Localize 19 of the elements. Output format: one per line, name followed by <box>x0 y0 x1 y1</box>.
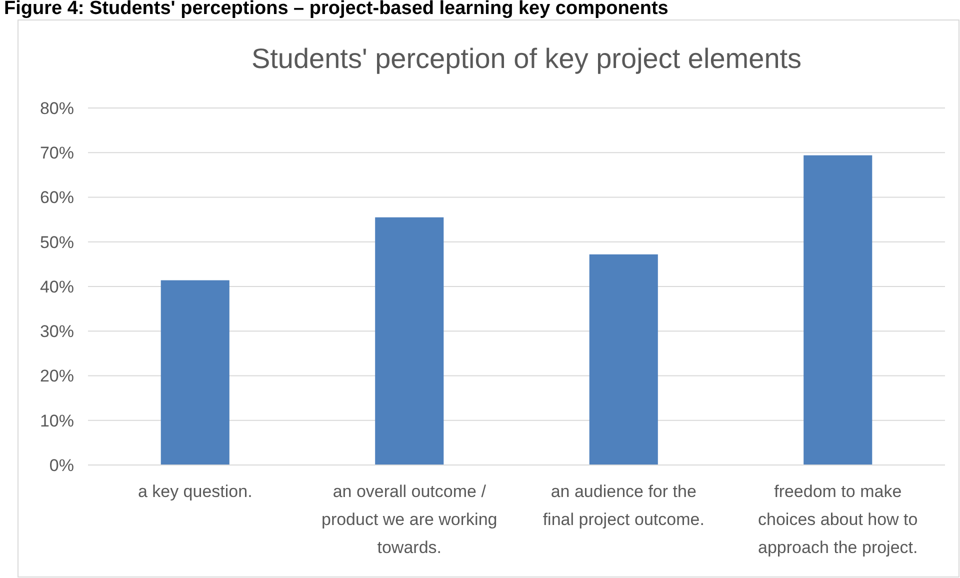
chart-title: Students' perception of key project elements <box>251 43 802 74</box>
bar <box>589 254 658 465</box>
bar <box>375 217 444 465</box>
y-tick-label: 50% <box>40 232 74 252</box>
y-tick-label: 80% <box>40 98 74 118</box>
y-tick-label: 60% <box>40 188 74 208</box>
y-tick-label: 40% <box>40 277 74 296</box>
y-tick-label: 0% <box>49 456 74 475</box>
caption: Figure 4: Students' perceptions – project-based learning key components <box>4 0 668 19</box>
x-tick-label: an audience for the final project outcome. <box>542 482 704 529</box>
bar <box>160 280 230 465</box>
y-tick-label: 30% <box>40 322 74 342</box>
x-tick-label: freedom to make choices about how to approach the project. <box>758 482 918 557</box>
y-tick-label: 70% <box>40 144 74 163</box>
bar <box>804 155 872 465</box>
y-tick-label: 20% <box>40 366 74 386</box>
x-tick-label: a key question. <box>138 482 252 501</box>
y-tick-label: 10% <box>40 411 74 430</box>
x-tick-label: an overall outcome / product we are working towards. <box>321 482 498 557</box>
